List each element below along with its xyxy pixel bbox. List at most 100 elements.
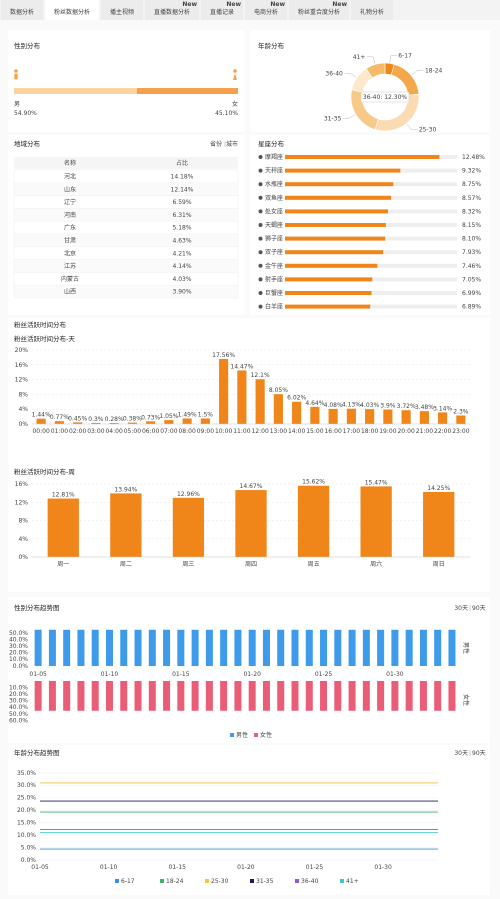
range-toggle[interactable]: 90天 bbox=[472, 750, 486, 757]
legend-label[interactable]: 41+ bbox=[346, 878, 359, 885]
value-label: 4.03% bbox=[360, 402, 379, 409]
bar bbox=[285, 223, 386, 227]
table-cell: 4.03% bbox=[172, 276, 191, 283]
bar bbox=[91, 681, 99, 711]
legend-label[interactable]: 36-40 bbox=[301, 878, 319, 885]
sign-name: 双子座 bbox=[265, 248, 283, 256]
bar bbox=[405, 629, 413, 666]
sign-name: 天蝎座 bbox=[265, 221, 283, 229]
range-toggle[interactable]: 30天 bbox=[454, 605, 468, 612]
legend-label[interactable]: 6-17 bbox=[121, 878, 135, 885]
x-tick-label: 01-15 bbox=[169, 864, 187, 871]
tab[interactable] bbox=[145, 0, 199, 20]
legend-label[interactable]: 女性 bbox=[260, 731, 272, 739]
panel bbox=[8, 745, 490, 895]
range-toggle[interactable]: 30天 bbox=[454, 750, 468, 757]
sign-icon bbox=[258, 304, 263, 309]
slice-label: 25-30 bbox=[419, 127, 437, 134]
value-label: 3.9% bbox=[380, 403, 396, 410]
x-tick-label: 22:00 bbox=[434, 428, 451, 435]
bar bbox=[285, 277, 373, 282]
legend-swatch bbox=[250, 879, 254, 883]
tab[interactable] bbox=[245, 0, 287, 20]
x-tick-label: 01-30 bbox=[374, 864, 392, 871]
table-cell: 辽宁 bbox=[64, 198, 76, 206]
toggle[interactable]: 城市 bbox=[226, 140, 238, 148]
value-label: 3.72% bbox=[397, 403, 416, 410]
table-cell: 山东 bbox=[64, 185, 76, 193]
value-label: 14.67% bbox=[240, 483, 263, 490]
leader-line bbox=[366, 56, 376, 64]
bar bbox=[285, 250, 384, 255]
x-tick-label: 02:00 bbox=[69, 428, 86, 435]
tab[interactable] bbox=[101, 0, 143, 20]
bar bbox=[34, 629, 42, 666]
leader-line bbox=[344, 73, 357, 78]
legend-label[interactable]: 25-30 bbox=[211, 878, 229, 885]
bar bbox=[285, 236, 386, 241]
tab-label[interactable]: 直播记录 bbox=[210, 8, 234, 16]
value-label: 9.32% bbox=[462, 168, 481, 175]
y-tick-label: 4% bbox=[18, 536, 28, 543]
y-tick-label: 0.0% bbox=[13, 663, 29, 670]
toggle[interactable]: 省份 bbox=[210, 140, 222, 148]
tab-label[interactable]: 粉丝数据分析 bbox=[54, 8, 90, 16]
bar bbox=[220, 629, 228, 666]
y2-tick-label: 40.0% bbox=[9, 704, 28, 711]
value-label: 17.56% bbox=[212, 352, 235, 359]
y-tick-label: 16% bbox=[15, 362, 29, 369]
value-label: 4.08% bbox=[324, 402, 343, 409]
bar bbox=[360, 486, 392, 557]
tab-label[interactable]: 数据分析 bbox=[10, 8, 34, 16]
bar bbox=[273, 394, 283, 424]
x-tick-label: 周四 bbox=[245, 561, 257, 568]
slice-label: 6-17 bbox=[398, 52, 412, 59]
sign-name: 狮子座 bbox=[265, 235, 283, 243]
y2-tick-label: 60.0% bbox=[9, 717, 28, 724]
bar bbox=[401, 410, 411, 424]
value-label: 8.15% bbox=[462, 222, 481, 229]
bar bbox=[377, 629, 385, 666]
section-title: 粉丝活跃时间分布 bbox=[14, 320, 67, 329]
value-label: 4.13% bbox=[342, 402, 361, 409]
x-tick-label: 01-15 bbox=[172, 671, 190, 678]
bar bbox=[182, 418, 192, 424]
value-label: 7.93% bbox=[462, 249, 481, 256]
table-cell: 5.18% bbox=[172, 225, 191, 232]
tab-label[interactable]: 粉丝重合度分析 bbox=[298, 8, 340, 16]
x-tick-label: 07:00 bbox=[160, 428, 177, 435]
value-label: 0.73% bbox=[141, 414, 160, 421]
tab[interactable] bbox=[201, 0, 243, 20]
panel bbox=[8, 597, 490, 743]
tab[interactable] bbox=[289, 0, 349, 20]
chart-title: 粉丝活跃时间分布-天 bbox=[14, 334, 75, 343]
legend-label[interactable]: 31-35 bbox=[256, 878, 274, 885]
legend-label[interactable]: 18-24 bbox=[166, 878, 184, 885]
tab-label[interactable]: 电商分析 bbox=[254, 8, 278, 16]
range-toggle[interactable]: 90天 bbox=[472, 605, 486, 612]
x-tick-label: 04:00 bbox=[105, 428, 122, 435]
table-header-cell: 名称 bbox=[64, 159, 76, 167]
tab[interactable] bbox=[45, 0, 99, 20]
tab-label[interactable]: 直播数据分析 bbox=[154, 8, 190, 16]
x-tick-label: 01-10 bbox=[100, 864, 118, 871]
bar bbox=[220, 681, 228, 711]
tab-label[interactable]: 播主视频 bbox=[110, 8, 134, 16]
bar bbox=[438, 412, 448, 424]
x-tick-label: 00:00 bbox=[32, 428, 49, 435]
sign-name: 双鱼座 bbox=[265, 194, 283, 202]
bar bbox=[285, 155, 440, 159]
bar bbox=[365, 409, 375, 424]
tab[interactable] bbox=[1, 0, 43, 20]
x-tick-label: 18:00 bbox=[361, 428, 378, 435]
value-label: 3.48% bbox=[415, 404, 434, 411]
legend-label[interactable]: 男性 bbox=[236, 731, 248, 739]
sign-icon bbox=[258, 291, 263, 295]
x-tick-label: 05:00 bbox=[124, 428, 141, 435]
share-value: 45.10% bbox=[215, 110, 238, 117]
tab[interactable] bbox=[351, 0, 393, 20]
tab-label[interactable]: 礼物分析 bbox=[360, 8, 384, 16]
sign-icon bbox=[258, 250, 263, 255]
bar bbox=[134, 681, 142, 711]
